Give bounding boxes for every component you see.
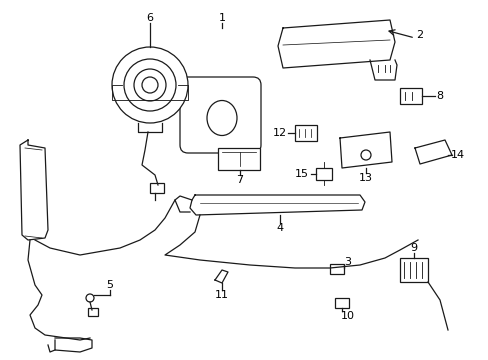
Bar: [315, 168, 331, 180]
Bar: [399, 258, 427, 282]
Text: 8: 8: [436, 91, 443, 101]
Bar: [329, 264, 343, 274]
Text: 11: 11: [215, 290, 228, 300]
Ellipse shape: [206, 100, 237, 135]
Bar: [218, 148, 260, 170]
FancyBboxPatch shape: [180, 77, 261, 153]
Text: 10: 10: [340, 311, 354, 321]
Bar: [150, 183, 163, 193]
Text: 12: 12: [272, 128, 286, 138]
Circle shape: [124, 59, 176, 111]
Text: 5: 5: [106, 280, 113, 290]
Text: 3: 3: [344, 257, 351, 267]
Text: 6: 6: [146, 13, 153, 23]
Circle shape: [134, 69, 165, 101]
Circle shape: [112, 47, 187, 123]
Text: 9: 9: [409, 243, 417, 253]
Text: 4: 4: [276, 223, 283, 233]
Text: 2: 2: [416, 30, 423, 40]
Bar: [399, 88, 421, 104]
Circle shape: [142, 77, 158, 93]
Circle shape: [360, 150, 370, 160]
Text: 14: 14: [450, 150, 464, 160]
Bar: [294, 125, 316, 141]
Text: 13: 13: [358, 173, 372, 183]
Circle shape: [86, 294, 94, 302]
Bar: [88, 308, 98, 316]
Text: 1: 1: [218, 13, 225, 23]
Text: 15: 15: [294, 169, 308, 179]
Text: 7: 7: [236, 175, 243, 185]
Bar: [334, 298, 348, 308]
